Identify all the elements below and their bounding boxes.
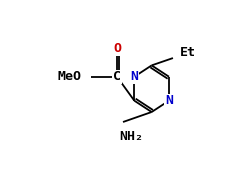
Text: C: C	[113, 70, 120, 83]
Text: Et: Et	[180, 46, 196, 59]
Text: N: N	[130, 70, 138, 83]
Text: NH₂: NH₂	[118, 130, 142, 143]
Text: N: N	[164, 94, 172, 107]
Text: O: O	[113, 42, 120, 55]
Text: MeO: MeO	[57, 70, 81, 83]
